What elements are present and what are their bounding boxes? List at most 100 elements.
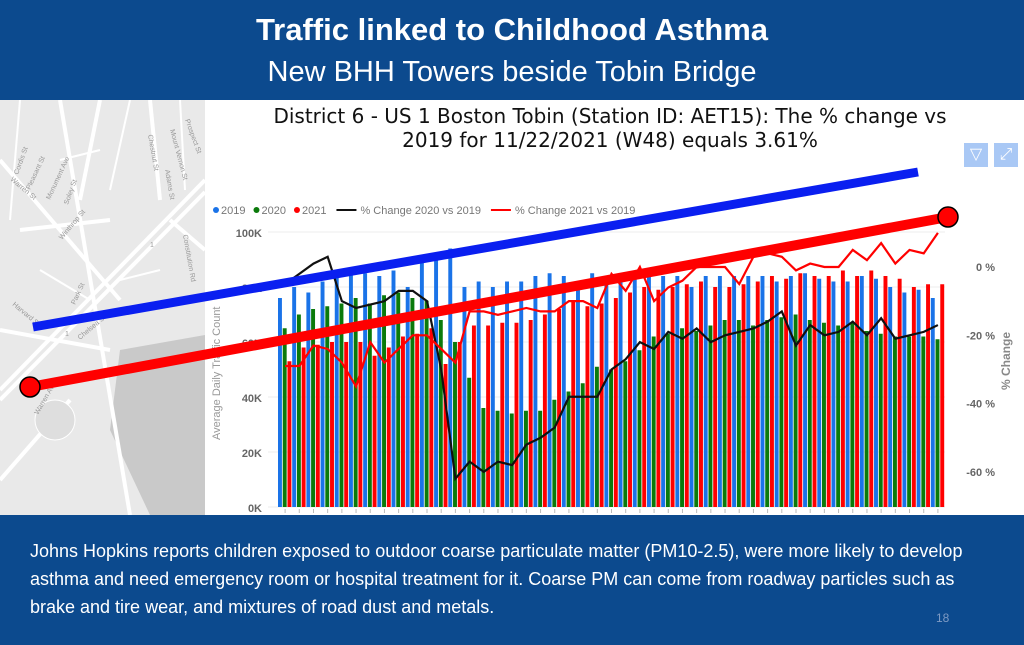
chart-title-line: District 6 - US 1 Boston Tobin (Station …	[273, 104, 947, 128]
chart-title: District 6 - US 1 Boston Tobin (Station …	[230, 104, 990, 152]
bar-2020	[424, 300, 429, 507]
bar-2019	[519, 281, 524, 507]
bar-2020	[353, 298, 358, 507]
bar-2020	[765, 320, 770, 507]
bar-2020	[594, 366, 599, 507]
bar-2020	[878, 333, 883, 507]
bar-2021	[798, 273, 803, 507]
bar-2020	[481, 408, 486, 507]
bar-2019	[292, 287, 297, 507]
bar-2021	[812, 276, 817, 507]
bar-2021	[755, 281, 760, 507]
bar-2020	[396, 292, 401, 507]
bar-2019	[675, 276, 680, 507]
bar-2019	[419, 259, 424, 507]
bar-2020	[580, 383, 585, 507]
bar-2019	[888, 287, 893, 507]
legend-marker	[253, 207, 260, 213]
annotation-blue-trend-line	[32, 167, 919, 332]
page-number: 18	[936, 611, 950, 625]
bar-2020	[367, 303, 372, 507]
slide-header: Traffic linked to Childhood Asthma New B…	[0, 0, 1024, 100]
bar-2021	[301, 347, 306, 507]
bar-2021	[471, 325, 476, 507]
bar-2019	[774, 281, 779, 507]
bar-2021	[684, 284, 689, 507]
bar-2019	[348, 270, 353, 507]
bar-2021	[869, 270, 874, 507]
bar-2021	[330, 342, 334, 507]
bar-2021	[642, 287, 647, 507]
bar-2020	[339, 303, 344, 507]
bar-2019	[306, 292, 311, 507]
map-block	[110, 335, 205, 515]
body-text: Johns Hopkins reports children exposed t…	[30, 541, 963, 617]
bar-2021	[315, 344, 320, 507]
bar-2020	[722, 320, 727, 507]
y2-axis-label: % Change	[999, 332, 1013, 390]
bar-2021	[713, 287, 718, 507]
bar-2019	[845, 281, 850, 507]
bar-2019	[604, 276, 609, 507]
bar-2020	[807, 320, 812, 507]
bar-2019	[930, 298, 935, 507]
bar-2019	[590, 273, 595, 507]
bar-2020	[694, 331, 699, 507]
line-pct-2021	[285, 232, 939, 390]
bar-2019	[916, 289, 921, 507]
annotation-start-dot	[19, 376, 41, 398]
slide-title: Traffic linked to Childhood Asthma	[255, 12, 769, 47]
bar-2021	[443, 364, 448, 507]
y2-tick-label: -40 %	[966, 399, 995, 411]
bar-2020	[382, 295, 387, 507]
bar-2019	[661, 276, 666, 507]
bar-2020	[907, 336, 912, 507]
bar-2020	[438, 320, 443, 507]
filter-icon[interactable]: ▽	[964, 143, 988, 167]
bar-2020	[467, 377, 472, 507]
bar-2019	[490, 287, 495, 507]
bar-2019	[505, 281, 509, 507]
chart-title-line: 2019 for 11/22/2021 (W48) equals 3.61%	[402, 128, 818, 152]
y-axis-label: Average Daily Traffic Count	[211, 307, 223, 441]
bar-2020	[864, 331, 869, 507]
bar-2019	[434, 256, 439, 507]
legend-marker	[213, 207, 219, 213]
street-map: Cordis St Pleasant St Warren St Monument…	[0, 100, 205, 515]
bar-2021	[741, 284, 746, 507]
bar-2019	[874, 278, 878, 507]
route-shield-label: 1	[65, 331, 69, 338]
bar-2019	[646, 270, 651, 507]
slide-footer: Johns Hopkins reports children exposed t…	[0, 515, 1024, 645]
bar-2020	[509, 413, 514, 507]
bar-2020	[850, 322, 855, 507]
bar-2020	[609, 369, 614, 507]
bar-2021	[457, 342, 462, 507]
bar-2019	[391, 270, 396, 507]
bar-2019	[689, 287, 694, 507]
expand-icon[interactable]: ⤢	[994, 143, 1018, 167]
bar-2020	[296, 314, 301, 507]
bar-2019	[817, 278, 822, 507]
bar-2021	[557, 309, 562, 507]
bar-2019	[377, 276, 382, 507]
bar-2019	[618, 273, 623, 507]
bar-2021	[514, 322, 519, 507]
bar-2021	[699, 281, 703, 507]
bar-2020	[325, 306, 330, 507]
y-tick-label: 0K	[248, 503, 262, 515]
bar-2019	[717, 276, 722, 507]
route-shield-label: 1	[150, 242, 154, 249]
bar-2019	[547, 273, 552, 507]
bar-2019	[831, 281, 836, 507]
bar-2019	[320, 281, 325, 507]
y2-tick-label: -20 %	[966, 330, 995, 342]
bar-2020	[708, 325, 713, 507]
legend-label: 2020	[261, 205, 285, 217]
bar-2019	[363, 273, 368, 507]
bar-2020	[538, 410, 543, 507]
bar-2019	[902, 292, 907, 507]
bar-2021	[500, 322, 505, 507]
bar-2019	[533, 276, 538, 507]
